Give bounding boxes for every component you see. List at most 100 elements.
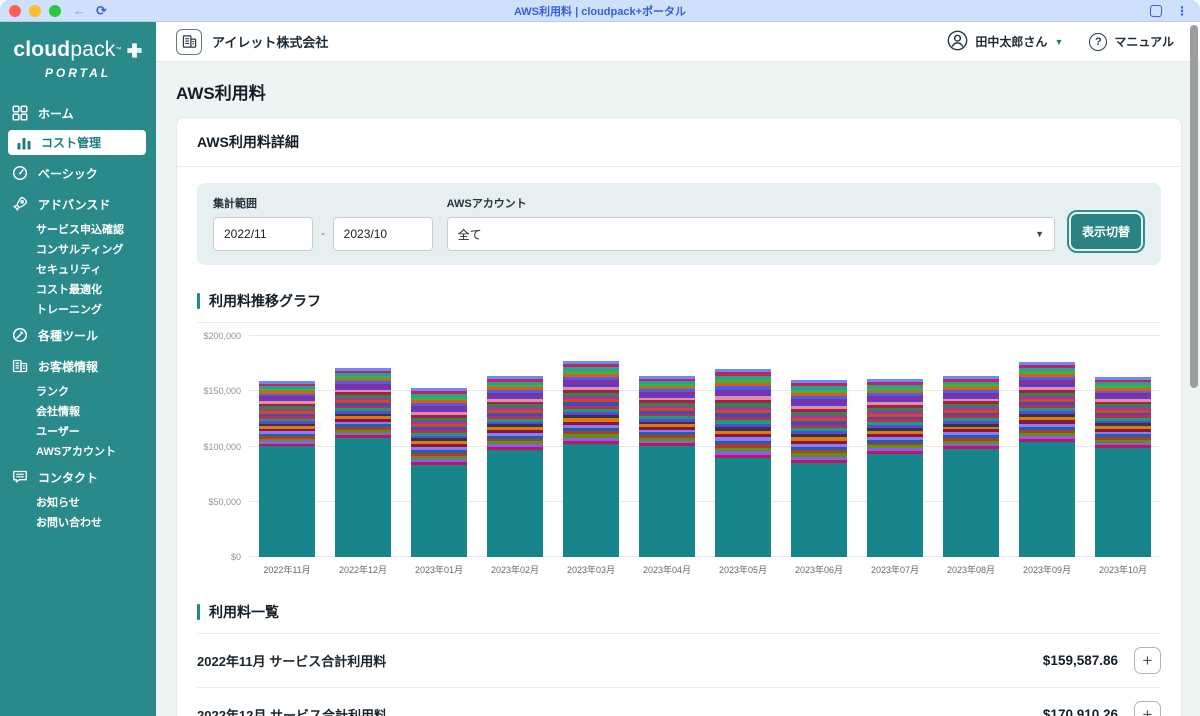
bar-segment — [335, 402, 391, 406]
chart-bar[interactable] — [1019, 362, 1075, 557]
chart-bar[interactable] — [867, 379, 923, 557]
usage-list: 2022年11月 サービス合計利用料 $159,587.86 + 2022年12月 サ… — [197, 634, 1161, 716]
bar-segment — [791, 459, 847, 463]
gridline — [249, 390, 1161, 392]
chart-bar[interactable] — [335, 368, 391, 557]
sidebar-item[interactable]: コスト最適化 — [0, 279, 156, 299]
user-menu[interactable]: 田中太郎さん ▼ — [947, 30, 1063, 54]
chart-bar[interactable] — [715, 369, 771, 557]
bar-segment — [943, 409, 999, 413]
window-minimize-button[interactable] — [29, 4, 41, 17]
range-to-input[interactable] — [332, 217, 433, 251]
browser-tab-overview-icon[interactable] — [1149, 4, 1163, 17]
bar-segment — [1019, 432, 1075, 436]
usage-list-row: 2022年11月 サービス合計利用料 $159,587.86 + — [197, 634, 1161, 688]
bar-segment — [1095, 379, 1151, 383]
y-axis-tick: $100,000 — [203, 441, 241, 452]
chart-bar[interactable] — [639, 376, 695, 557]
bar-segment — [639, 394, 695, 398]
sidebar-item[interactable]: お知らせ — [0, 492, 156, 512]
plus-icon — [126, 42, 143, 59]
window-zoom-button[interactable] — [49, 4, 61, 17]
bar-segment — [411, 429, 467, 433]
browser-back-icon[interactable]: ← — [73, 3, 86, 18]
bar-segment — [259, 433, 315, 436]
bar-segment — [715, 406, 771, 411]
bar-segment — [639, 378, 695, 382]
bar-segment — [563, 364, 619, 368]
sidebar-item[interactable]: サービス申込確認 — [0, 219, 156, 239]
bar-segment — [867, 448, 923, 452]
chart-bar[interactable] — [259, 381, 315, 557]
sidebar-item[interactable]: ホーム — [0, 98, 156, 128]
bar-segment — [1095, 412, 1151, 416]
bar-segment — [867, 419, 923, 423]
bar-segment — [1019, 411, 1075, 415]
bar-segment — [411, 432, 467, 436]
bar-stripe-segments — [335, 368, 391, 438]
bar-segment — [715, 437, 771, 441]
chart-bar[interactable] — [1095, 377, 1151, 557]
chart-section: 利用料推移グラフ $0 $50,000 $100,000 $150,000 $200,0… — [197, 291, 1161, 576]
sidebar-item[interactable]: トレーニング — [0, 299, 156, 319]
usage-row-label: 2022年12月 サービス合計利用料 — [197, 708, 387, 716]
bar-segment — [715, 434, 771, 438]
chart-bar[interactable] — [791, 380, 847, 557]
display-toggle-button[interactable]: 表示切替 — [1070, 214, 1141, 249]
bar-segment — [563, 367, 619, 371]
x-axis-tick: 2023年05月 — [718, 565, 768, 575]
expand-row-button[interactable]: + — [1134, 647, 1161, 674]
bar-segment — [1019, 426, 1075, 430]
bar-segment — [259, 431, 315, 434]
sidebar-item[interactable]: コンタクト — [0, 462, 156, 492]
bar-segment — [639, 410, 695, 414]
bar-segment — [867, 393, 923, 397]
bar-segment — [791, 427, 847, 431]
sidebar-item[interactable]: 会社情報 — [0, 401, 156, 421]
window-close-button[interactable] — [9, 4, 21, 17]
sidebar-item[interactable]: アドバンスド — [0, 189, 156, 219]
browser-reload-icon[interactable]: ⟳ — [96, 3, 107, 18]
bar-stripe-segments — [1019, 362, 1075, 443]
bar-segment — [791, 411, 847, 416]
browser-menu-icon[interactable]: ⋮ — [1176, 3, 1188, 18]
range-separator: - — [321, 228, 325, 240]
sidebar-item[interactable]: ベーシック — [0, 158, 156, 188]
bar-base-segment — [411, 465, 467, 557]
bar-segment — [1019, 371, 1075, 375]
company-selector[interactable]: アイレット株式会社 — [176, 28, 328, 55]
sidebar-item[interactable]: コンサルティング — [0, 239, 156, 259]
bar-segment — [715, 444, 771, 448]
x-axis-tick: 2023年06月 — [794, 565, 844, 575]
bar-segment — [715, 396, 771, 400]
sidebar-item[interactable]: ユーザー — [0, 421, 156, 441]
bar-segment — [943, 429, 999, 433]
manual-link[interactable]: ? マニュアル — [1089, 32, 1174, 51]
bar-segment — [715, 416, 771, 421]
sidebar-item[interactable]: お客様情報 — [0, 351, 156, 381]
bar-base-segment — [259, 446, 315, 557]
sidebar-item[interactable]: コスト管理 — [8, 130, 146, 155]
bar-segment — [639, 437, 695, 441]
chart-bar[interactable] — [563, 361, 619, 557]
sidebar-item[interactable]: お問い合わせ — [0, 512, 156, 532]
sidebar-item[interactable]: AWSアカウント — [0, 441, 156, 461]
chart-bar[interactable] — [487, 376, 543, 557]
bar-segment — [791, 392, 847, 396]
chart-bar-column — [553, 336, 629, 557]
sidebar-item[interactable]: 各種ツール — [0, 320, 156, 350]
chart-bar[interactable] — [943, 376, 999, 557]
chart-bar[interactable] — [411, 388, 467, 557]
scrollbar-thumb[interactable] — [1190, 25, 1198, 388]
expand-row-button[interactable]: + — [1134, 701, 1161, 716]
sidebar-item-label: トレーニング — [36, 304, 102, 316]
range-from-input[interactable] — [213, 217, 313, 251]
sidebar-item[interactable]: ランク — [0, 381, 156, 401]
chevron-down-icon: ▼ — [1035, 229, 1044, 239]
bar-segment — [563, 421, 619, 425]
aws-account-select[interactable]: 全て ▼ — [446, 217, 1055, 251]
bar-segment — [639, 432, 695, 436]
bar-segment — [791, 440, 847, 444]
bar-segment — [715, 451, 771, 455]
sidebar-item[interactable]: セキュリティ — [0, 259, 156, 279]
